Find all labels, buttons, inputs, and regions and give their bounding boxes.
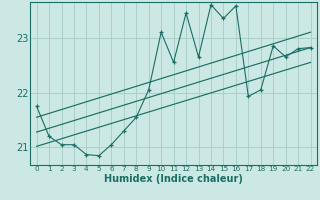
X-axis label: Humidex (Indice chaleur): Humidex (Indice chaleur) [104,174,243,184]
